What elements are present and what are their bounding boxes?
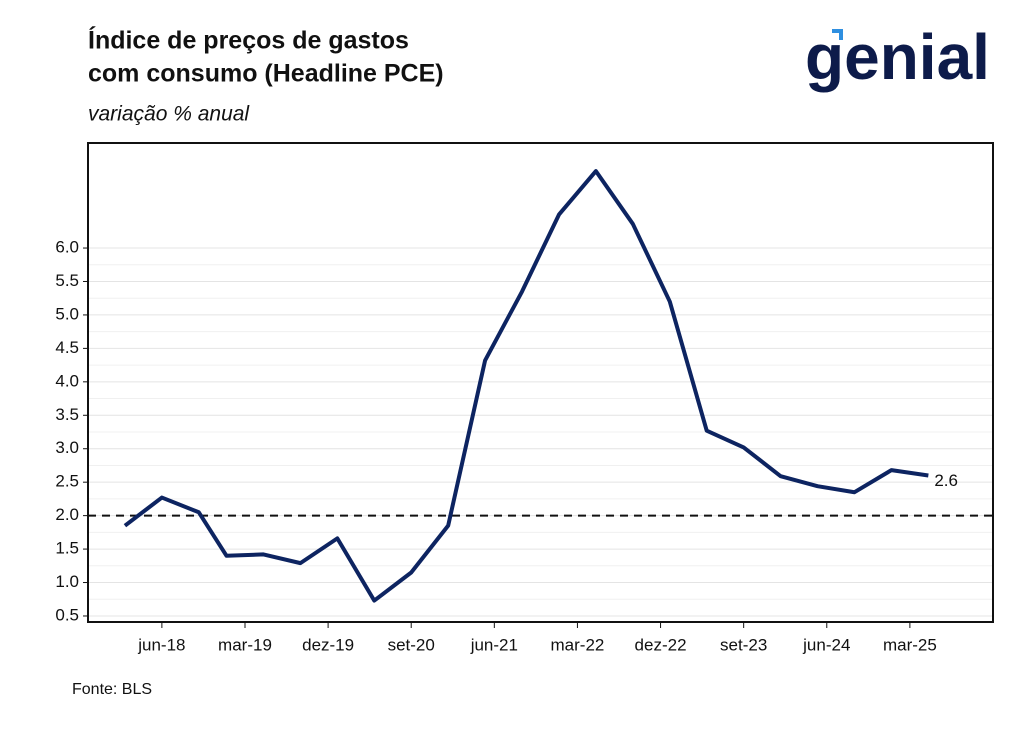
y-tick-label: 0.5 xyxy=(55,605,79,624)
x-tick-label: set-20 xyxy=(388,635,435,654)
x-tick-label: set-23 xyxy=(720,635,767,654)
y-tick-label: 5.0 xyxy=(55,304,79,323)
y-tick-label: 4.0 xyxy=(55,371,79,390)
source: Fonte: BLS xyxy=(72,681,152,698)
x-tick-label: mar-22 xyxy=(551,635,605,654)
data-label: 2.6 xyxy=(934,471,958,490)
y-tick-label: 3.5 xyxy=(55,405,79,424)
x-tick-label: mar-19 xyxy=(218,635,272,654)
chart-title: com consumo (Headline PCE) xyxy=(88,60,444,88)
chart-title: Índice de preços de gastos xyxy=(88,26,409,55)
y-tick-label: 3.0 xyxy=(55,438,79,457)
x-tick-label: jun-21 xyxy=(470,635,518,654)
y-tick-label: 5.5 xyxy=(55,271,79,290)
chart-subtitle: variação % anual xyxy=(88,103,250,126)
x-tick-label: jun-24 xyxy=(802,635,850,654)
y-tick-label: 1.5 xyxy=(55,539,79,558)
x-tick-label: mar-25 xyxy=(883,635,937,654)
x-tick-label: dez-22 xyxy=(635,635,687,654)
y-tick-label: 4.5 xyxy=(55,338,79,357)
y-tick-label: 2.0 xyxy=(55,505,79,524)
y-tick-label: 2.5 xyxy=(55,472,79,491)
logo-accent xyxy=(832,29,843,40)
x-tick-label: dez-19 xyxy=(302,635,354,654)
y-tick-label: 1.0 xyxy=(55,572,79,591)
y-tick-label: 6.0 xyxy=(55,238,79,257)
x-tick-label: jun-18 xyxy=(137,635,185,654)
line xyxy=(123,169,929,603)
plot-frame xyxy=(87,142,994,623)
